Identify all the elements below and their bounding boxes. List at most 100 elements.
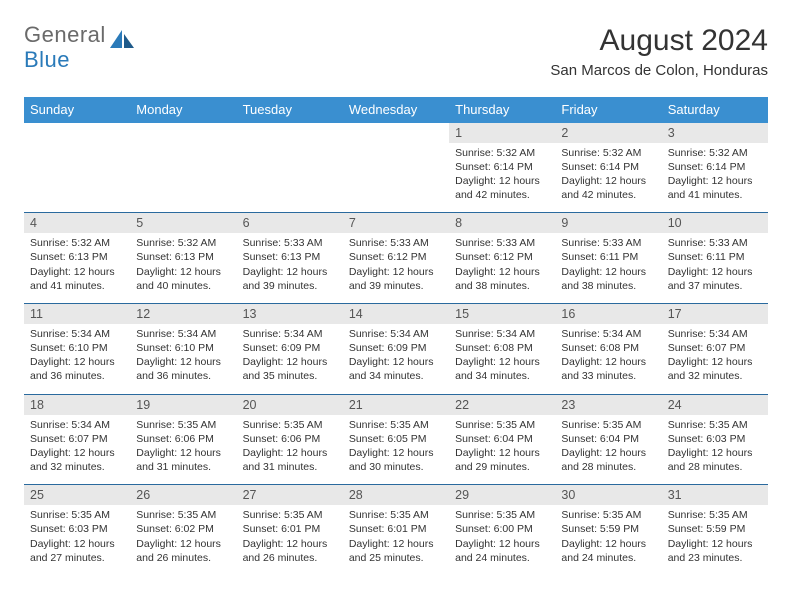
day-number: 7 [343, 213, 449, 233]
day-details: Sunrise: 5:32 AMSunset: 6:14 PMDaylight:… [449, 143, 555, 213]
day-number: 25 [24, 485, 130, 505]
day-number: 19 [130, 395, 236, 415]
day-details: Sunrise: 5:32 AMSunset: 6:13 PMDaylight:… [24, 233, 130, 303]
brand-sail-icon [108, 28, 136, 55]
day-details: Sunrise: 5:35 AMSunset: 6:04 PMDaylight:… [555, 415, 661, 485]
day-number: 29 [449, 485, 555, 505]
calendar-day-cell: 11Sunrise: 5:34 AMSunset: 6:10 PMDayligh… [24, 303, 130, 394]
day-number: 6 [237, 213, 343, 233]
day-details: Sunrise: 5:35 AMSunset: 6:02 PMDaylight:… [130, 505, 236, 575]
calendar-day-cell: .. [24, 123, 130, 213]
day-number: 2 [555, 123, 661, 143]
day-number: 10 [662, 213, 768, 233]
weekday-header: Wednesday [343, 97, 449, 123]
day-number: 5 [130, 213, 236, 233]
day-number: 13 [237, 304, 343, 324]
weekday-header: Friday [555, 97, 661, 123]
calendar-day-cell: 23Sunrise: 5:35 AMSunset: 6:04 PMDayligh… [555, 394, 661, 485]
day-number: 18 [24, 395, 130, 415]
day-number: 26 [130, 485, 236, 505]
calendar-day-cell: 30Sunrise: 5:35 AMSunset: 5:59 PMDayligh… [555, 485, 661, 575]
calendar-day-cell: 20Sunrise: 5:35 AMSunset: 6:06 PMDayligh… [237, 394, 343, 485]
day-number: 8 [449, 213, 555, 233]
day-number: 4 [24, 213, 130, 233]
weekday-header-row: SundayMondayTuesdayWednesdayThursdayFrid… [24, 97, 768, 123]
calendar-day-cell: 5Sunrise: 5:32 AMSunset: 6:13 PMDaylight… [130, 213, 236, 304]
month-title: August 2024 [550, 24, 768, 58]
calendar-day-cell: 1Sunrise: 5:32 AMSunset: 6:14 PMDaylight… [449, 123, 555, 213]
day-details: Sunrise: 5:34 AMSunset: 6:07 PMDaylight:… [24, 415, 130, 485]
day-number: 31 [662, 485, 768, 505]
day-number: 21 [343, 395, 449, 415]
day-number: 3 [662, 123, 768, 143]
calendar-day-cell: 14Sunrise: 5:34 AMSunset: 6:09 PMDayligh… [343, 303, 449, 394]
day-number: 20 [237, 395, 343, 415]
calendar-day-cell: 12Sunrise: 5:34 AMSunset: 6:10 PMDayligh… [130, 303, 236, 394]
day-details: Sunrise: 5:33 AMSunset: 6:12 PMDaylight:… [343, 233, 449, 303]
header: General Blue August 2024 San Marcos de C… [24, 24, 768, 79]
calendar-day-cell: 22Sunrise: 5:35 AMSunset: 6:04 PMDayligh… [449, 394, 555, 485]
calendar-day-cell: 28Sunrise: 5:35 AMSunset: 6:01 PMDayligh… [343, 485, 449, 575]
calendar-day-cell: 25Sunrise: 5:35 AMSunset: 6:03 PMDayligh… [24, 485, 130, 575]
calendar-week-row: 11Sunrise: 5:34 AMSunset: 6:10 PMDayligh… [24, 303, 768, 394]
title-block: August 2024 San Marcos de Colon, Hondura… [550, 24, 768, 79]
location: San Marcos de Colon, Honduras [550, 62, 768, 79]
day-details: Sunrise: 5:35 AMSunset: 6:01 PMDaylight:… [343, 505, 449, 575]
day-number: 30 [555, 485, 661, 505]
day-number: 15 [449, 304, 555, 324]
day-number: 24 [662, 395, 768, 415]
day-number: 1 [449, 123, 555, 143]
calendar-day-cell: 15Sunrise: 5:34 AMSunset: 6:08 PMDayligh… [449, 303, 555, 394]
day-number: 14 [343, 304, 449, 324]
day-details: Sunrise: 5:34 AMSunset: 6:09 PMDaylight:… [343, 324, 449, 394]
day-details: Sunrise: 5:34 AMSunset: 6:08 PMDaylight:… [555, 324, 661, 394]
calendar-day-cell: 7Sunrise: 5:33 AMSunset: 6:12 PMDaylight… [343, 213, 449, 304]
calendar-day-cell: 29Sunrise: 5:35 AMSunset: 6:00 PMDayligh… [449, 485, 555, 575]
day-number: 12 [130, 304, 236, 324]
calendar-week-row: 25Sunrise: 5:35 AMSunset: 6:03 PMDayligh… [24, 485, 768, 575]
calendar-day-cell: 19Sunrise: 5:35 AMSunset: 6:06 PMDayligh… [130, 394, 236, 485]
day-number: 28 [343, 485, 449, 505]
weekday-header: Saturday [662, 97, 768, 123]
calendar-day-cell: 9Sunrise: 5:33 AMSunset: 6:11 PMDaylight… [555, 213, 661, 304]
calendar-day-cell: 21Sunrise: 5:35 AMSunset: 6:05 PMDayligh… [343, 394, 449, 485]
day-details: Sunrise: 5:35 AMSunset: 6:06 PMDaylight:… [237, 415, 343, 485]
weekday-header: Thursday [449, 97, 555, 123]
calendar-week-row: ........1Sunrise: 5:32 AMSunset: 6:14 PM… [24, 123, 768, 213]
calendar-day-cell: .. [343, 123, 449, 213]
day-details: Sunrise: 5:35 AMSunset: 6:03 PMDaylight:… [662, 415, 768, 485]
day-details: Sunrise: 5:33 AMSunset: 6:11 PMDaylight:… [555, 233, 661, 303]
calendar-day-cell: 31Sunrise: 5:35 AMSunset: 5:59 PMDayligh… [662, 485, 768, 575]
day-details: Sunrise: 5:34 AMSunset: 6:09 PMDaylight:… [237, 324, 343, 394]
day-details: Sunrise: 5:32 AMSunset: 6:13 PMDaylight:… [130, 233, 236, 303]
calendar-day-cell: 10Sunrise: 5:33 AMSunset: 6:11 PMDayligh… [662, 213, 768, 304]
brand-logo: General Blue [24, 24, 136, 71]
calendar-day-cell: .. [130, 123, 236, 213]
calendar-table: SundayMondayTuesdayWednesdayThursdayFrid… [24, 97, 768, 575]
day-details: Sunrise: 5:35 AMSunset: 5:59 PMDaylight:… [662, 505, 768, 575]
day-number: 16 [555, 304, 661, 324]
day-details: Sunrise: 5:35 AMSunset: 6:00 PMDaylight:… [449, 505, 555, 575]
calendar-day-cell: 24Sunrise: 5:35 AMSunset: 6:03 PMDayligh… [662, 394, 768, 485]
day-number: 22 [449, 395, 555, 415]
calendar-day-cell: 3Sunrise: 5:32 AMSunset: 6:14 PMDaylight… [662, 123, 768, 213]
day-details: Sunrise: 5:35 AMSunset: 6:01 PMDaylight:… [237, 505, 343, 575]
day-details: Sunrise: 5:35 AMSunset: 6:05 PMDaylight:… [343, 415, 449, 485]
weekday-header: Tuesday [237, 97, 343, 123]
calendar-day-cell: 18Sunrise: 5:34 AMSunset: 6:07 PMDayligh… [24, 394, 130, 485]
day-details: Sunrise: 5:35 AMSunset: 6:03 PMDaylight:… [24, 505, 130, 575]
day-details: Sunrise: 5:34 AMSunset: 6:10 PMDaylight:… [24, 324, 130, 394]
day-details: Sunrise: 5:33 AMSunset: 6:13 PMDaylight:… [237, 233, 343, 303]
weekday-header: Sunday [24, 97, 130, 123]
day-details: Sunrise: 5:34 AMSunset: 6:10 PMDaylight:… [130, 324, 236, 394]
day-details: Sunrise: 5:34 AMSunset: 6:08 PMDaylight:… [449, 324, 555, 394]
calendar-day-cell: 6Sunrise: 5:33 AMSunset: 6:13 PMDaylight… [237, 213, 343, 304]
day-details: Sunrise: 5:33 AMSunset: 6:11 PMDaylight:… [662, 233, 768, 303]
calendar-day-cell: 16Sunrise: 5:34 AMSunset: 6:08 PMDayligh… [555, 303, 661, 394]
calendar-day-cell: .. [237, 123, 343, 213]
day-number: 17 [662, 304, 768, 324]
calendar-day-cell: 13Sunrise: 5:34 AMSunset: 6:09 PMDayligh… [237, 303, 343, 394]
calendar-week-row: 18Sunrise: 5:34 AMSunset: 6:07 PMDayligh… [24, 394, 768, 485]
day-details: Sunrise: 5:32 AMSunset: 6:14 PMDaylight:… [555, 143, 661, 213]
day-details: Sunrise: 5:35 AMSunset: 6:04 PMDaylight:… [449, 415, 555, 485]
